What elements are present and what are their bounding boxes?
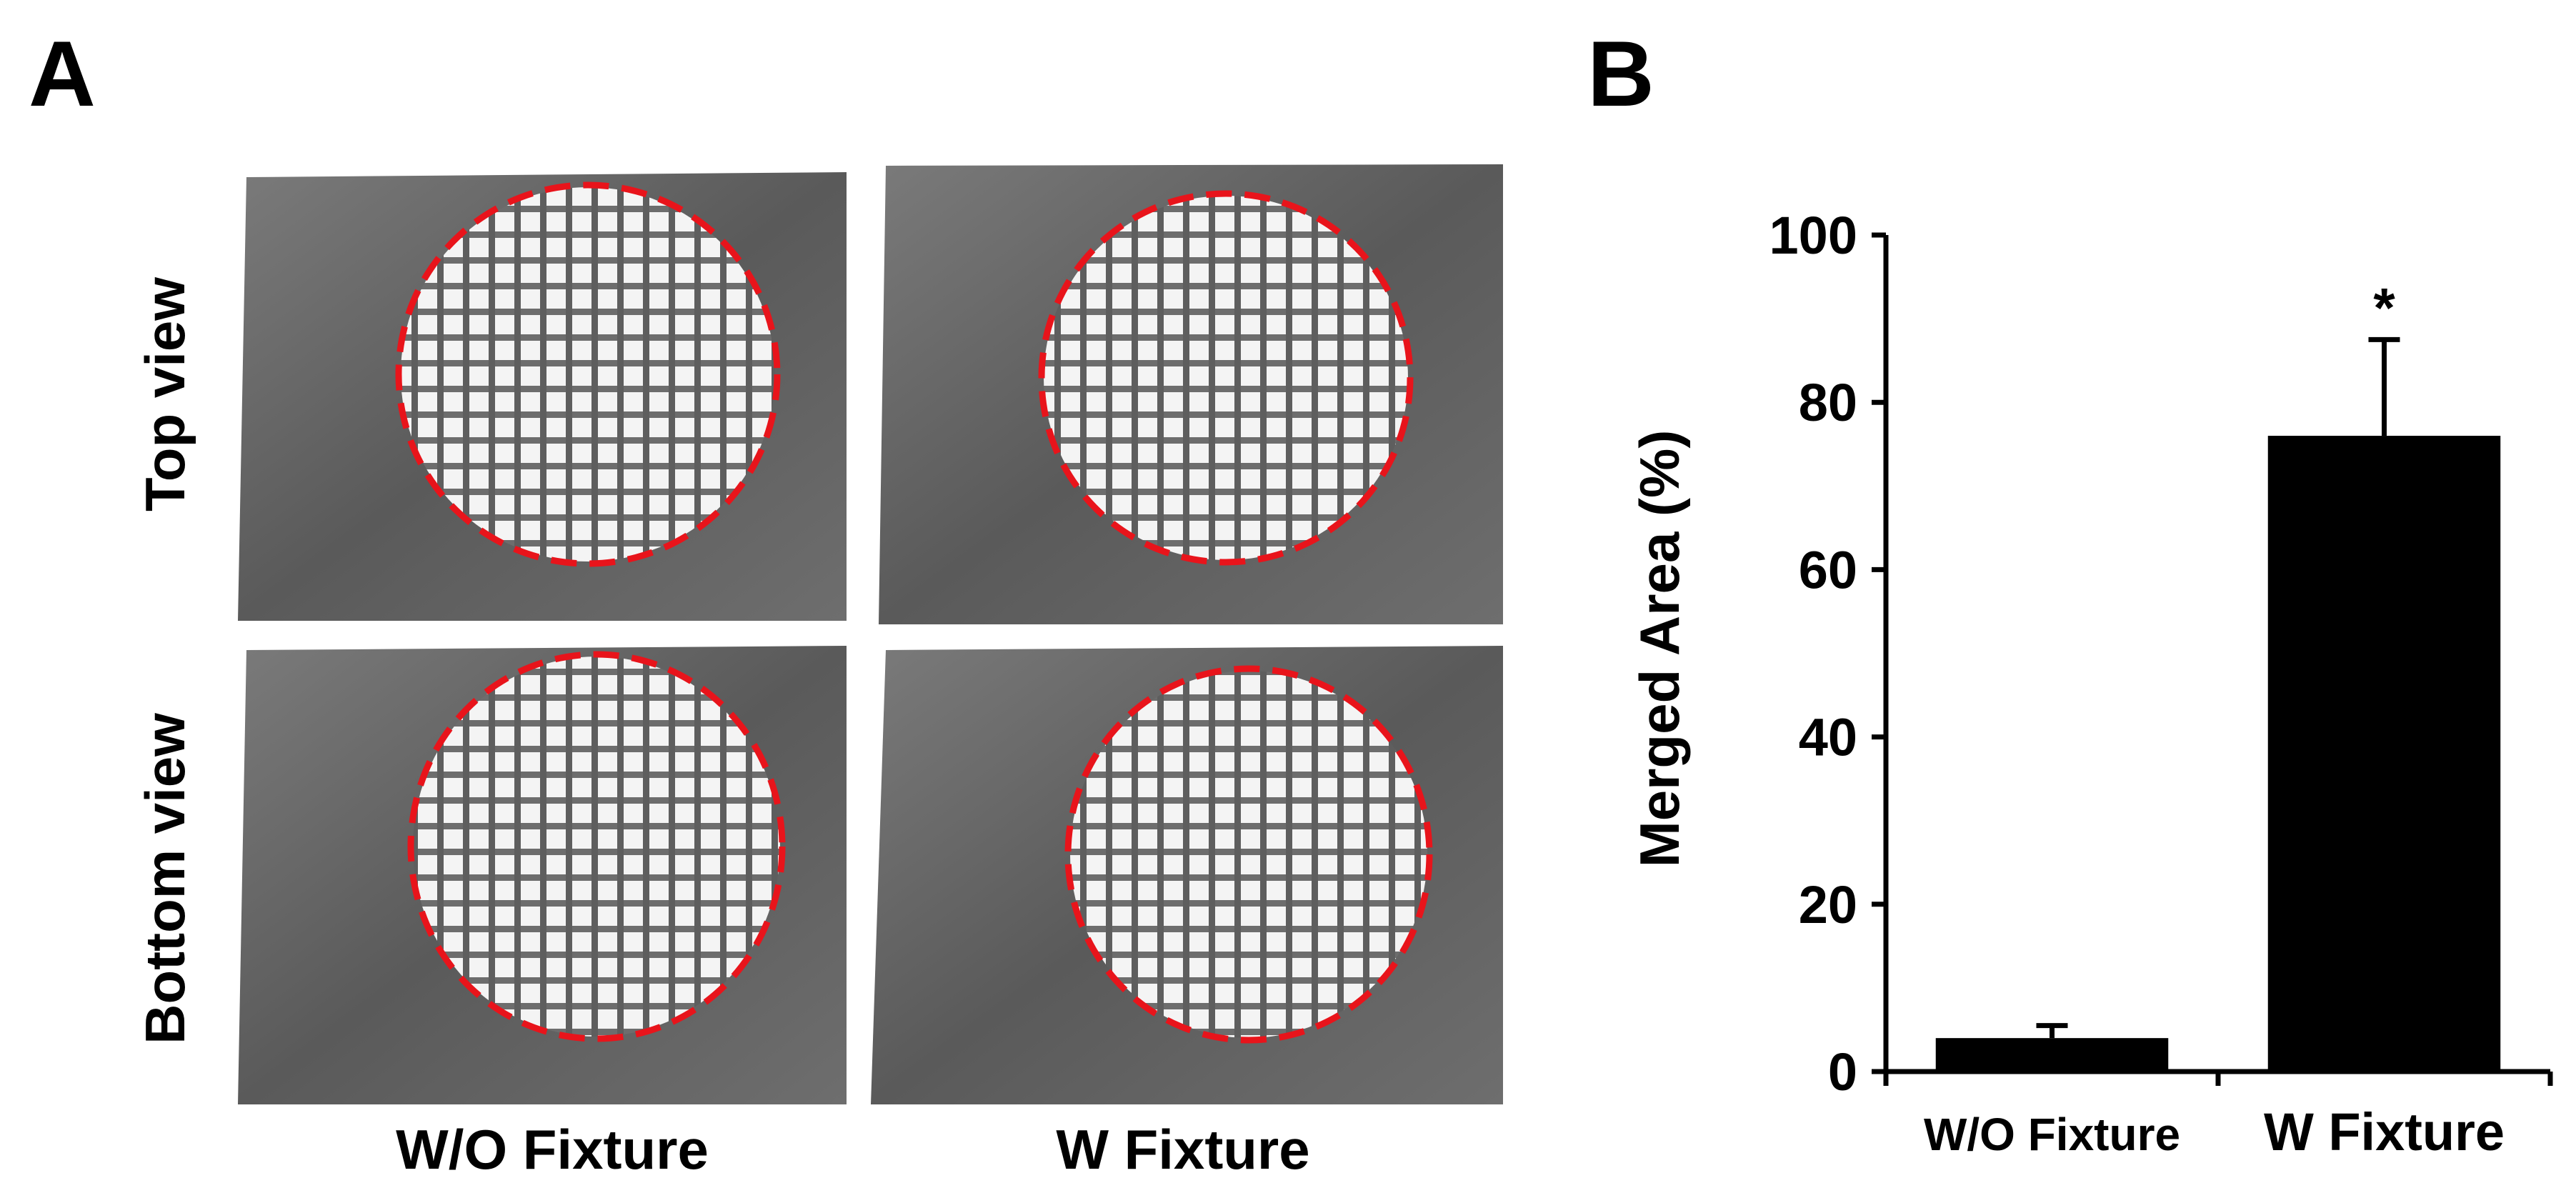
y-tick-label: 0 (1828, 1042, 1857, 1102)
column-label: W Fixture (1056, 1118, 1309, 1181)
scaffold (401, 187, 775, 561)
defect-outline (395, 181, 781, 567)
scaffold (413, 657, 780, 1037)
y-tick-label: 60 (1799, 540, 1857, 599)
panel-letter: A (29, 21, 96, 126)
y-tick-label: 40 (1799, 708, 1857, 767)
defect-outline (1064, 665, 1433, 1044)
bar (1935, 1038, 2169, 1072)
row-label: Top view (134, 277, 196, 511)
column-label: W/O Fixture (396, 1118, 709, 1181)
x-tick-label: W Fixture (2264, 1102, 2505, 1162)
row-label: Bottom view (134, 713, 196, 1044)
y-axis-title: Merged Area (%) (1628, 430, 1691, 868)
significance-mark: * (2373, 276, 2395, 339)
panel-letter: B (1587, 21, 1654, 126)
scaffold (1044, 196, 1408, 560)
x-tick-label: W/O Fixture (1924, 1109, 2180, 1160)
defect-outline (407, 651, 786, 1042)
scaffold (1070, 671, 1427, 1038)
defect-outline (1038, 190, 1414, 566)
y-tick-label: 20 (1799, 875, 1857, 934)
y-tick-label: 80 (1799, 373, 1857, 432)
bar (2267, 436, 2501, 1072)
y-tick-label: 100 (1769, 206, 1857, 265)
micro-ct-images (238, 164, 1503, 1104)
